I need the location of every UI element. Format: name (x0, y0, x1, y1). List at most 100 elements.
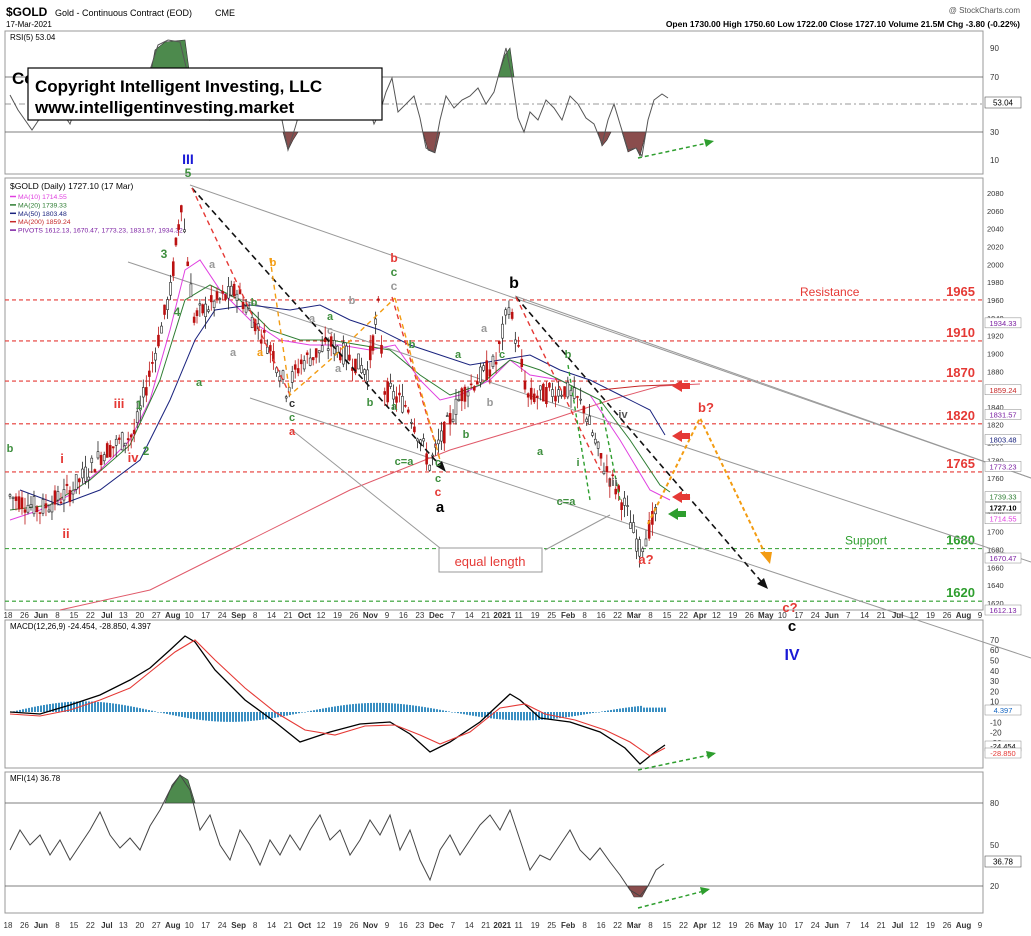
macd-hist-bar (277, 712, 279, 718)
candle-body (166, 299, 169, 310)
wave-labels: III 5 3 4 1 2 i ii iii iv b a a a b a b … (7, 151, 800, 664)
x-tick-label: 22 (613, 921, 622, 930)
candle-body (138, 405, 142, 411)
candle-body (566, 381, 570, 398)
x-tick-label: 20 (135, 921, 144, 930)
macd-tag-text: -28.850 (990, 749, 1015, 758)
macd-hist-bar (55, 703, 57, 712)
legend-entry: MA(200) 1859.24 (18, 219, 71, 226)
candle-body (129, 434, 133, 438)
macd-hist-bar (190, 712, 192, 719)
level-tag: Support (845, 534, 888, 548)
macd-hist-bar (448, 711, 450, 712)
candle-body (99, 454, 103, 466)
equal-length-pointer-1 (291, 429, 441, 549)
wave-a-gray-5: a (481, 323, 488, 335)
price-tick-label: 2060 (987, 207, 1004, 216)
x-tick-label: 9 (978, 611, 983, 620)
candle-body (635, 538, 638, 552)
rsi-overbought-fill-2 (497, 47, 515, 78)
macd-hist-bar (274, 712, 276, 718)
macd-hist-bar (139, 708, 141, 712)
candle-body (84, 466, 87, 482)
rsi-frame (4, 30, 984, 175)
macd-panel: MACD(12,26,9) -24.454, -28.850, 4.397 70… (4, 619, 1022, 771)
price-tick-label: 2000 (987, 260, 1004, 269)
candle-body (65, 483, 69, 486)
macd-hist-bar (202, 712, 204, 721)
wave-5-label: 5 (185, 166, 192, 180)
legend-entry: PIVOTS 1612.13, 1670.47, 1773.23, 1831.5… (18, 228, 183, 235)
macd-hist-bar (145, 709, 147, 712)
price-tick-label: 1820 (987, 421, 1004, 430)
x-tick-label: 12 (910, 921, 919, 930)
x-tick-label: Apr (693, 611, 707, 620)
macd-hist-bar (229, 712, 231, 722)
candle-body (488, 369, 492, 377)
candle-body (585, 418, 589, 423)
macd-hist-bar (436, 709, 438, 712)
candle-body (32, 496, 36, 515)
red-arrow-1870 (672, 380, 690, 392)
x-tick-label: 11 (515, 611, 524, 620)
mfi-tick-label: 20 (990, 882, 999, 891)
macd-hist-bar (352, 704, 354, 712)
macd-hist-bar (226, 712, 228, 722)
legend-entry: MA(10) 1714.55 (18, 194, 67, 201)
macd-hist-bar (295, 712, 297, 714)
macd-hist-bar (16, 710, 18, 712)
price-tick-label: 2020 (987, 242, 1004, 251)
macd-hist-bar (385, 703, 387, 712)
candle-body (235, 293, 239, 301)
mfi-tick-label: 50 (990, 841, 999, 850)
x-tick-label: 17 (201, 921, 210, 930)
candle-body (520, 358, 524, 367)
macd-hist-bar (124, 705, 126, 712)
wave-IV-label: IV (784, 647, 799, 664)
candle-body (207, 309, 210, 312)
candle-body (386, 381, 389, 403)
macd-hist-bar (97, 701, 99, 712)
macd-hist-bar (52, 703, 54, 712)
wave-iii-gray: iii (608, 477, 617, 489)
macd-hist-bar (130, 706, 132, 712)
candle-body (253, 319, 257, 332)
x-tick-label: Aug (956, 611, 972, 620)
macd-hist-bar (427, 707, 429, 712)
macd-hist-bar (328, 707, 330, 712)
macd-hist-bar (172, 712, 174, 716)
copyright-box (27, 67, 383, 121)
price-tick-label: 1840 (987, 403, 1004, 412)
candle-body (284, 396, 288, 399)
candle-body (437, 439, 440, 445)
x-tick-label: 14 (860, 921, 869, 930)
price-tick-label: 1920 (987, 332, 1004, 341)
candle-body (416, 438, 419, 442)
x-tick-label: 23 (415, 921, 424, 930)
x-tick-label: 22 (86, 611, 95, 620)
price-tick-label: 2040 (987, 225, 1004, 234)
top-trendline (189, 184, 1031, 479)
x-tick-label: 13 (119, 611, 128, 620)
macd-hist-bar (187, 712, 189, 719)
candle-body (308, 357, 312, 366)
x-tick-label: 8 (253, 611, 258, 620)
macd-hist-bar (340, 705, 342, 712)
x-tick-label: 12 (317, 921, 326, 930)
macd-hist-bar (220, 712, 222, 722)
candle-body (151, 362, 154, 364)
candle-body (47, 509, 51, 513)
macd-hist-bar (433, 708, 435, 712)
x-tick-label: 21 (877, 611, 886, 620)
candle-body (479, 366, 482, 383)
candle-body (374, 318, 377, 325)
x-tick-label: 8 (55, 611, 60, 620)
candle-body (105, 443, 109, 458)
macd-hist-bar (136, 707, 138, 712)
price-tag-text: 1714.55 (989, 515, 1016, 524)
macd-hist-bar (628, 707, 630, 712)
macd-hist-bar (571, 712, 573, 717)
price-tag-text: 1612.13 (989, 606, 1016, 615)
candle-body (651, 511, 654, 525)
